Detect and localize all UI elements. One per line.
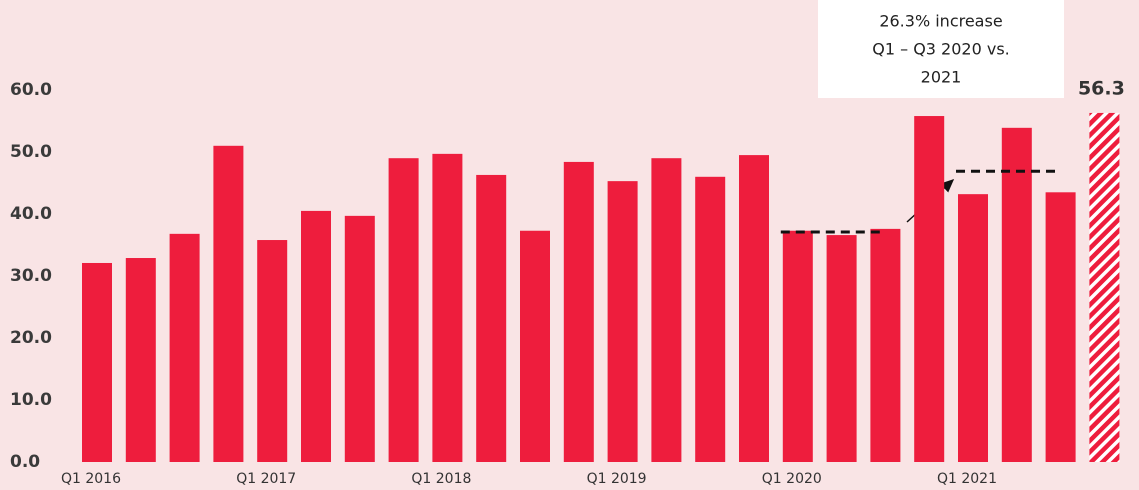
- bar: [169, 233, 200, 462]
- bar: [607, 181, 638, 462]
- y-tick-label: 0.0: [10, 452, 40, 472]
- bar: [213, 145, 244, 463]
- x-tick-label: Q1 2019: [587, 471, 647, 487]
- bar: [914, 116, 945, 462]
- annotation: 2021: [921, 68, 962, 87]
- bar: [826, 235, 857, 462]
- bar: [958, 194, 988, 462]
- bar: [1089, 112, 1120, 462]
- bar: [1045, 192, 1076, 463]
- bar: [695, 176, 726, 463]
- bar: [563, 161, 594, 463]
- bar: [432, 153, 463, 463]
- annotation: 26.3% increase: [879, 12, 1002, 31]
- annotation-box: [818, 0, 1064, 98]
- bar: [782, 230, 813, 462]
- bar: [870, 228, 901, 462]
- x-tick-label: Q1 2018: [411, 471, 471, 487]
- y-tick-label: 30.0: [10, 266, 52, 286]
- y-tick-label: 60.0: [10, 80, 52, 100]
- bar: [301, 210, 331, 462]
- bar: [739, 155, 769, 462]
- annotation: Q1 – Q3 2020 vs.: [872, 40, 1010, 59]
- x-tick-label: Q1 2016: [61, 471, 121, 487]
- bar: [257, 240, 288, 462]
- y-tick-label: 20.0: [10, 328, 52, 348]
- value-label: 56.3: [1078, 77, 1125, 99]
- bar: [520, 230, 550, 462]
- bar: [476, 174, 507, 462]
- x-tick-label: Q1 2021: [937, 471, 997, 487]
- bar: [388, 158, 419, 462]
- x-tick-label: Q1 2017: [236, 471, 296, 487]
- bar: [651, 158, 682, 462]
- bar: [82, 262, 112, 462]
- bar: [125, 258, 156, 462]
- bar: [1001, 127, 1032, 462]
- x-tick-label: Q1 2020: [762, 471, 822, 487]
- y-tick-label: 10.0: [10, 390, 52, 410]
- y-tick-label: 40.0: [10, 204, 52, 224]
- y-tick-label: 50.0: [10, 142, 52, 162]
- bar: [344, 215, 375, 462]
